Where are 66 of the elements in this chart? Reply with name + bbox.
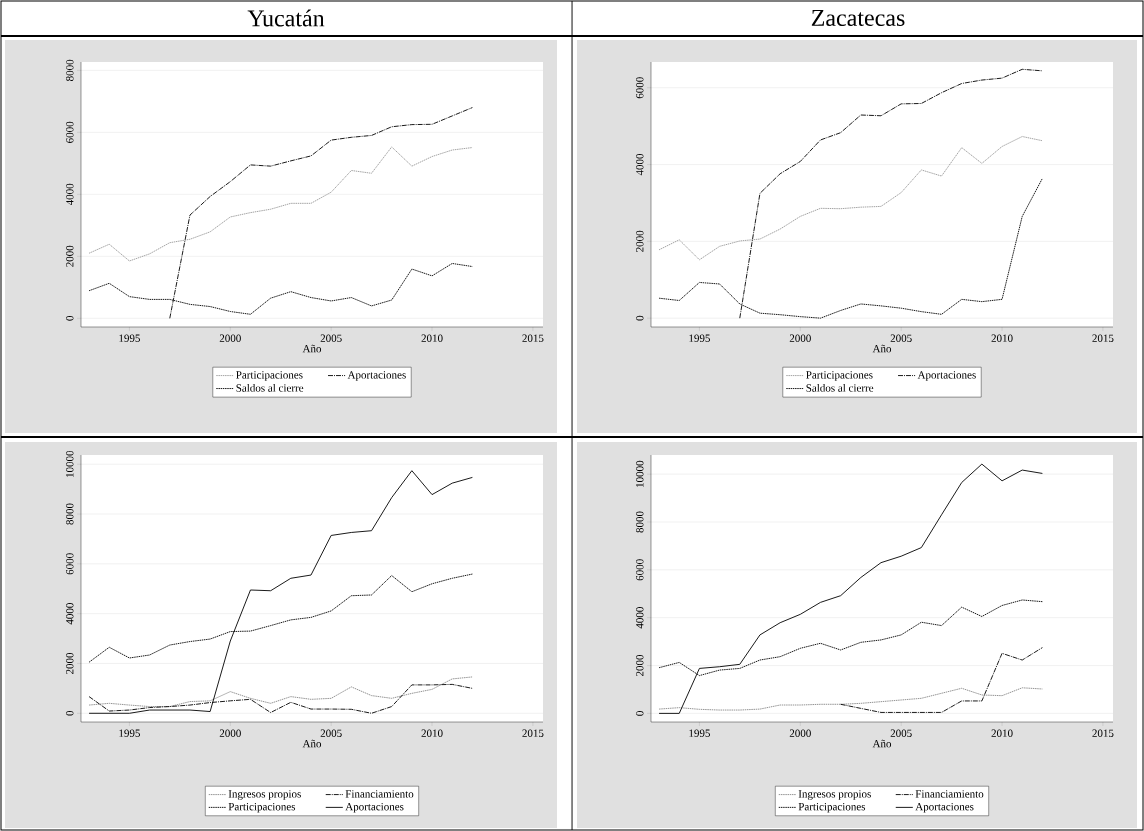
y-tick-label: 6000 [636, 559, 644, 581]
x-tick-label: 2000 [789, 729, 811, 737]
y-tick-label: 8000 [66, 59, 74, 81]
line-series [88, 676, 473, 708]
legend-label: Saldos al cierre [806, 383, 874, 392]
x-tick-label: 1995 [119, 729, 140, 737]
legend-label: Aportaciones [917, 371, 976, 381]
x-tick-label: 1995 [689, 729, 710, 737]
line-series [658, 687, 1043, 711]
x-axis-title: Año [302, 739, 322, 748]
y-tick-label: 0 [636, 711, 644, 716]
y-tick-label: 2000 [66, 652, 74, 674]
x-tick-label: 2000 [219, 729, 241, 737]
x-axis-title: Año [302, 344, 322, 353]
x-axis-title: Año [872, 739, 892, 748]
x-tick-label: 2005 [890, 334, 912, 342]
y-tick-label: 4000 [636, 607, 644, 629]
x-tick-label: 2015 [522, 729, 544, 737]
y-tick-label: 10000 [66, 450, 74, 477]
line-series [658, 136, 1043, 261]
y-tick-label: 6000 [66, 553, 74, 575]
y-tick-label: 8000 [66, 503, 74, 525]
x-axis-title: Año [872, 344, 892, 353]
chart-title: Zacatecas [811, 10, 905, 26]
legend-label: Aportaciones [915, 802, 974, 813]
x-tick-label: 1995 [119, 334, 140, 342]
y-tick-label: 4000 [66, 183, 74, 206]
legend-label: Participaciones [236, 371, 303, 381]
y-tick-label: 6000 [636, 77, 644, 99]
x-tick-label: 2005 [320, 334, 342, 342]
y-tick-label: 4000 [636, 153, 644, 176]
legend-label: Financiamiento [345, 790, 414, 798]
x-tick-label: 2010 [991, 729, 1013, 737]
line-series [88, 146, 473, 262]
x-tick-label: 2015 [522, 334, 544, 342]
x-tick-label: 2010 [421, 729, 443, 737]
y-tick-label: 10000 [636, 460, 644, 487]
y-tick-label: 0 [66, 315, 74, 321]
y-tick-label: 2000 [636, 654, 644, 677]
y-tick-label: 0 [636, 315, 644, 321]
y-tick-label: 2000 [636, 230, 644, 252]
x-tick-label: 2015 [1092, 729, 1114, 737]
legend-label: Participaciones [806, 371, 873, 381]
x-tick-label: 2010 [991, 334, 1013, 342]
line-series [658, 463, 1043, 714]
x-tick-label: 2000 [219, 334, 241, 342]
legend-label: Ingresos propios [228, 790, 301, 800]
x-tick-label: 2015 [1092, 334, 1114, 342]
y-tick-label: 6000 [66, 121, 74, 143]
y-tick-label: 0 [66, 710, 74, 716]
legend-label: Participaciones [798, 802, 866, 813]
x-tick-label: 1995 [689, 334, 710, 342]
x-tick-label: 2000 [789, 334, 811, 342]
legend-label: Ingresos propios [798, 790, 871, 800]
legend-label: Aportaciones [345, 802, 404, 813]
y-tick-label: 4000 [66, 603, 74, 625]
legend-label: Participaciones [228, 802, 296, 813]
x-tick-label: 2005 [320, 729, 342, 737]
chart-title: Yucatán [247, 9, 325, 27]
legend-label: Financiamiento [915, 790, 984, 798]
legend-label: Saldos al cierre [236, 383, 304, 392]
legend-label: Aportaciones [347, 371, 406, 381]
y-tick-label: 8000 [636, 511, 644, 533]
x-tick-label: 2005 [890, 729, 912, 737]
y-tick-label: 2000 [66, 245, 74, 267]
x-tick-label: 2010 [421, 334, 443, 342]
